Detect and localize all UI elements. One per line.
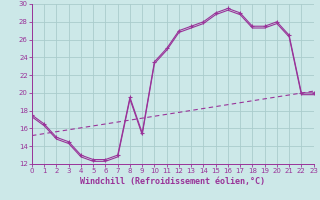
X-axis label: Windchill (Refroidissement éolien,°C): Windchill (Refroidissement éolien,°C) bbox=[80, 177, 265, 186]
